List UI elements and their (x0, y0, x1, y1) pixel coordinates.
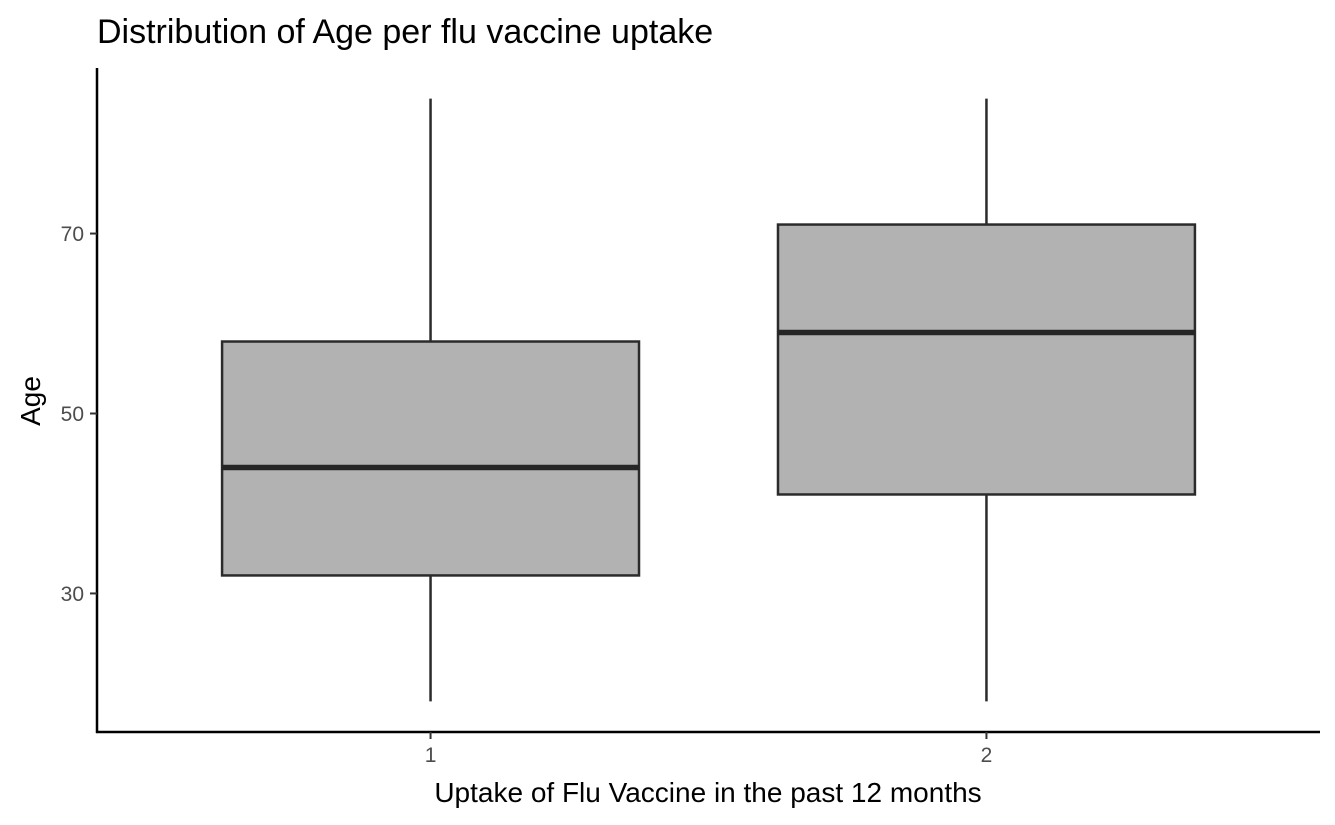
plot-area (220, 98, 1197, 702)
y-axis-title: Age (15, 376, 46, 426)
x-axis-title: Uptake of Flu Vaccine in the past 12 mon… (434, 777, 981, 808)
box-1 (220, 340, 641, 577)
x-tick-label-1: 1 (425, 744, 437, 767)
chart-title: Distribution of Age per flu vaccine upta… (97, 13, 713, 51)
x-tick-label-2: 2 (981, 744, 993, 767)
box-2 (776, 223, 1197, 496)
y-tick-label-70: 70 (61, 223, 84, 246)
y-tick-label-30: 30 (61, 583, 84, 606)
y-tick-label-50: 50 (61, 403, 84, 426)
y-axis-ticks: 30 50 70 (61, 223, 97, 606)
